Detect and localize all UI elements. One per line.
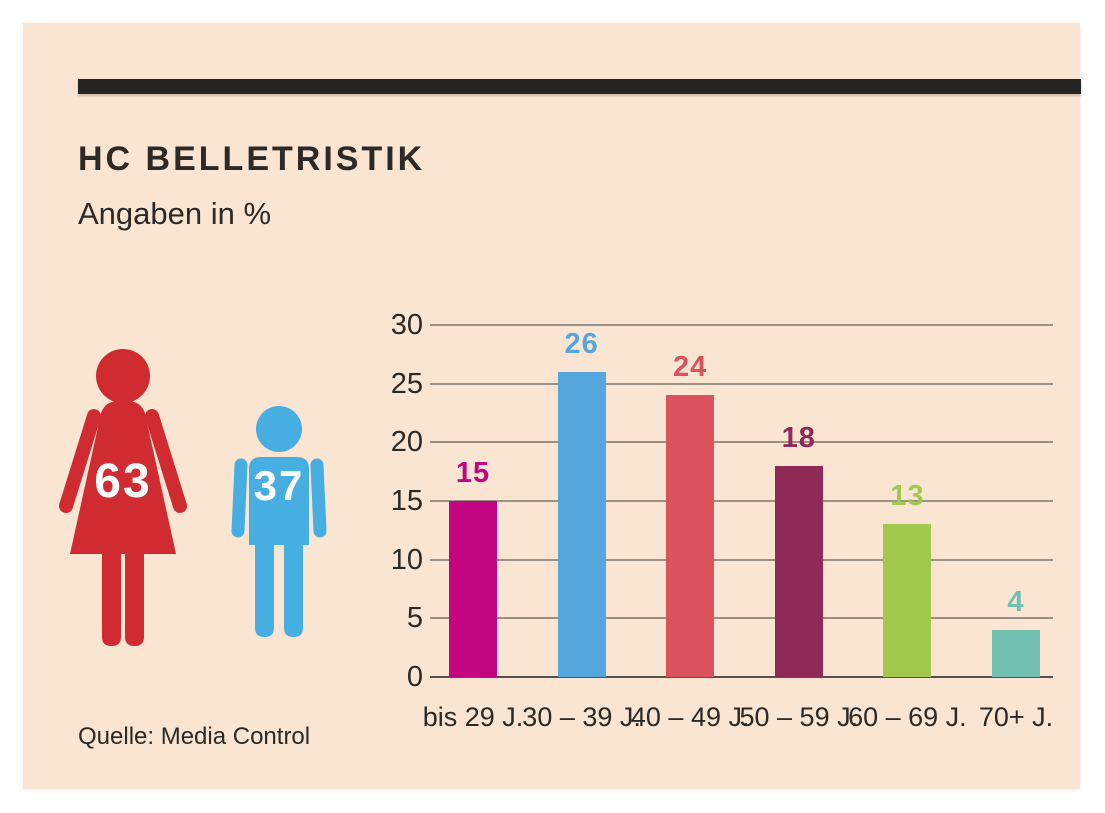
bar-70+ J. [992,630,1040,677]
source-note: Quelle: Media Control [78,723,311,750]
bar-30 – 39 J. [557,371,606,677]
gridline [430,441,1053,444]
male-icon: 37 [227,405,331,651]
bar-value-label: 18 [781,421,816,454]
female-share-value: 63 [94,455,152,508]
bar-value-label: 15 [455,457,491,489]
plot-area: 15 26 24 18 13 4 [430,324,1053,678]
age-distribution-bar-chart: 15 26 24 18 13 4 0 5 10 15 20 25 30 bis 29 J. 30 – 39… [385,300,1075,750]
y-axis-tick-label: 10 [390,543,423,576]
x-axis-category-label: 40 – 49 J. [630,702,750,732]
y-axis-tick-label: 0 [406,661,423,693]
bar-50 – 59 J. [774,465,823,677]
bar-value-label: 24 [673,351,708,384]
gridline [430,382,1053,385]
bar-40 – 49 J. [666,395,715,677]
chart-units-note: Angaben in % [78,196,272,231]
female-icon: 63 [42,346,204,658]
x-axis-category-label: 60 – 69 J. [848,702,967,732]
top-rule-divider [78,79,1081,94]
gridline [430,617,1053,620]
x-axis-category-label: bis 29 J. [422,702,524,732]
y-axis-tick-label: 5 [406,602,423,635]
male-share-value: 37 [253,462,305,509]
gridline [430,558,1053,561]
y-axis-tick-label: 25 [390,367,423,400]
bar-value-label: 26 [564,327,599,360]
x-axis-category-label: 50 – 59 J. [739,702,859,732]
y-axis-tick-label: 20 [390,426,423,459]
chart-title: HC BELLETRISTIK [78,140,426,178]
infographic-panel: HC BELLETRISTIK Angaben in % 63 37 Quell… [23,23,1081,789]
bar-value-label: 4 [1007,586,1025,619]
gridline [430,324,1053,326]
gridline [430,500,1053,502]
y-axis-tick-label: 30 [390,309,423,341]
bar-60 – 69 J. [883,524,932,677]
bar-value-label: 13 [890,480,925,513]
x-axis-baseline [430,676,1053,678]
y-axis-tick-label: 15 [390,485,423,517]
bar-bis 29 J. [449,501,497,677]
x-axis-category-label: 70+ J. [978,702,1054,732]
x-axis-category-label: 30 – 39 J. [522,702,641,732]
